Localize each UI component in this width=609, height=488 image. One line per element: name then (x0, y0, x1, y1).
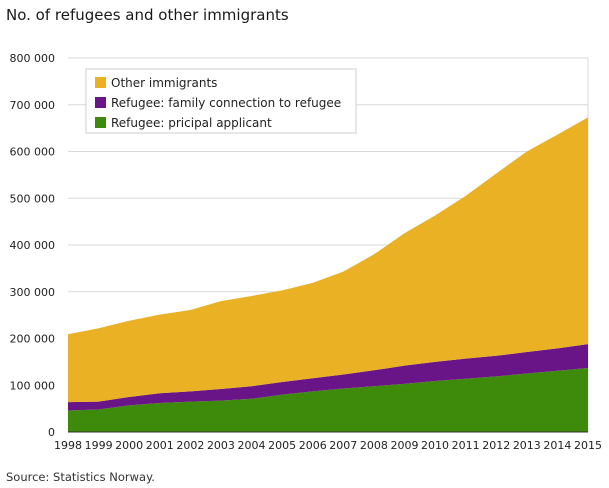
area-series-3 (68, 117, 588, 403)
x-tick-label: 2009 (390, 439, 418, 452)
x-tick-label: 2014 (543, 439, 571, 452)
source-note: Source: Statistics Norway. (6, 470, 155, 484)
legend-swatch (95, 117, 106, 128)
y-tick-label: 600 000 (10, 146, 56, 159)
x-tick-label: 2003 (207, 439, 235, 452)
y-tick-label: 200 000 (10, 333, 56, 346)
legend-box (85, 68, 357, 134)
legend-swatch (95, 97, 106, 108)
chart-title: No. of refugees and other immigrants (6, 6, 289, 24)
y-tick-label: 100 000 (10, 379, 56, 392)
x-tick-label: 2005 (268, 439, 296, 452)
legend-label: Refugee: pricipal applicant (111, 116, 272, 130)
x-tick-label: 2002 (176, 439, 204, 452)
x-tick-label: 2006 (299, 439, 327, 452)
y-tick-label: 0 (48, 426, 55, 439)
y-tick-label: 400 000 (10, 239, 56, 252)
legend-label: Refugee: family connection to refugee (111, 96, 341, 110)
x-tick-label: 2001 (146, 439, 174, 452)
x-tick-label: 2000 (115, 439, 143, 452)
x-tick-label: 2008 (360, 439, 388, 452)
x-tick-label: 2011 (452, 439, 480, 452)
x-tick-label: 2010 (421, 439, 449, 452)
legend-swatch (95, 77, 106, 88)
x-tick-label: 2004 (238, 439, 266, 452)
x-tick-label: 1999 (85, 439, 113, 452)
x-tick-label: 2007 (329, 439, 357, 452)
x-tick-label: 2015 (574, 439, 602, 452)
x-tick-label: 1998 (54, 439, 82, 452)
y-tick-label: 700 000 (10, 99, 56, 112)
legend-label: Other immigrants (111, 76, 217, 90)
area-series-2 (68, 344, 588, 411)
x-tick-label: 2012 (482, 439, 510, 452)
y-tick-label: 300 000 (10, 286, 56, 299)
area-series-1 (68, 367, 588, 432)
x-tick-label: 2013 (513, 439, 541, 452)
y-tick-label: 800 000 (10, 52, 56, 65)
y-tick-label: 500 000 (10, 192, 56, 205)
